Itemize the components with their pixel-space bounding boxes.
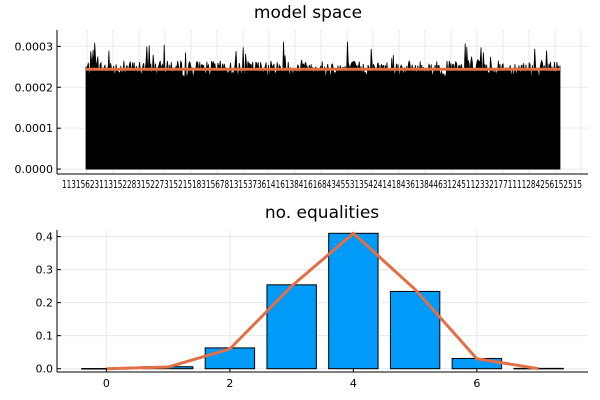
no-equalities-axes	[56, 230, 588, 373]
model-space-y-tick-label: 0.0003	[15, 40, 54, 53]
no-equalities-y-tick-label: 0.0	[36, 363, 54, 376]
no-equalities-x-ticks: 0 2 4 6	[103, 377, 480, 390]
model-space-axes	[56, 30, 588, 175]
model-space-bars	[85, 41, 561, 170]
model-space-y-tick-label: 0.0000	[15, 163, 54, 176]
model-space-panel: 0.0000 0.0001 0.0002 0.0003 113156231131522…	[15, 3, 588, 191]
no-equalities-bar	[266, 284, 317, 370]
model-space-y-tick-label: 0.0001	[15, 122, 54, 135]
no-equalities-panel: 0.0 0.1 0.2 0.3 0.4 0 2 4 6 no. equalities	[36, 203, 588, 390]
no-equalities-y-ticks: 0.0 0.1 0.2 0.3 0.4	[36, 231, 54, 376]
no-equalities-y-tick-label: 0.2	[36, 297, 54, 310]
no-equalities-bars	[81, 232, 564, 370]
no-equalities-x-tick-label: 2	[226, 377, 233, 390]
no-equalities-bar	[204, 347, 256, 370]
model-space-bars-area	[85, 41, 561, 170]
no-equalities-x-tick-label: 0	[103, 377, 110, 390]
model-space-y-tick-label: 0.0002	[15, 81, 54, 94]
no-equalities-title: no. equalities	[265, 203, 379, 223]
no-equalities-x-tick-label: 6	[473, 377, 480, 390]
no-equalities-bar	[389, 290, 441, 370]
no-equalities-y-tick-label: 0.4	[36, 231, 54, 244]
no-equalities-grid	[57, 230, 588, 372]
model-space-title: model space	[254, 3, 362, 23]
no-equalities-fit-line	[106, 231, 539, 371]
model-space-x-tick-labels: 1131562311315228315227315215183156781315…	[62, 178, 582, 191]
no-equalities-bar	[328, 232, 379, 370]
model-space-y-ticks: 0.0000 0.0001 0.0002 0.0003	[15, 40, 54, 176]
no-equalities-x-tick-label: 4	[350, 377, 357, 390]
no-equalities-y-tick-label: 0.1	[36, 330, 54, 343]
no-equalities-y-tick-label: 0.3	[36, 264, 54, 277]
no-equalities-line	[106, 231, 539, 371]
